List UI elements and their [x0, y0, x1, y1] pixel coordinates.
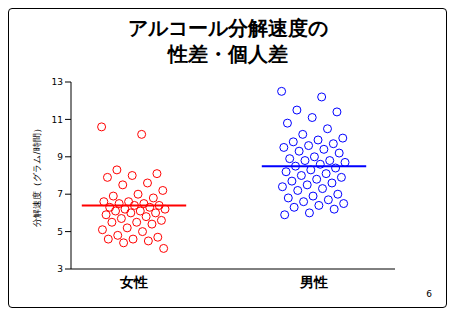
svg-text:3: 3: [57, 264, 63, 274]
svg-text:女性: 女性: [119, 274, 148, 290]
html-text:6: 6: [426, 289, 432, 299]
svg-text:13: 13: [52, 77, 63, 87]
svg-text:分解速度（グラム/時間）: 分解速度（グラム/時間）: [32, 124, 42, 226]
svg-text:7: 7: [57, 189, 63, 199]
svg-text:11: 11: [52, 115, 63, 125]
html-text:アルコール分解速度の 性差・個人差: アルコール分解速度の 性差・個人差: [127, 16, 328, 66]
svg-text:9: 9: [57, 152, 63, 162]
svg-text:男性: 男性: [299, 274, 328, 290]
svg-text:5: 5: [57, 227, 63, 237]
